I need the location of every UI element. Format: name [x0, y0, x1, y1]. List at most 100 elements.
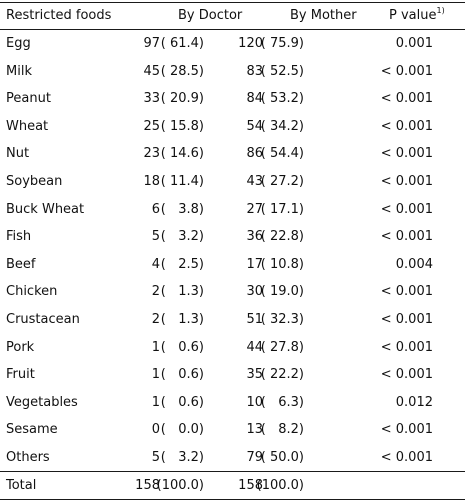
doctor-percent: ( 3.8) [160, 201, 204, 217]
food-name: Chicken [6, 284, 58, 300]
food-name: Peanut [6, 91, 51, 107]
table-row: Sesame 0( 0.0) 13( 8.2) < 0.001 [0, 416, 465, 443]
mother-percent: ( 10.8) [260, 256, 304, 272]
p-value: < 0.001 [380, 63, 433, 79]
table-row: Soybean 18( 11.4) 43( 27.2) < 0.001 [0, 168, 465, 195]
mother-percent: ( 27.2) [260, 174, 304, 189]
doctor-percent: ( 11.4) [160, 174, 204, 189]
doctor-percent: ( 2.5) [160, 256, 204, 272]
doctor-count: 0 [151, 422, 160, 438]
mother-count: 10 [246, 394, 263, 410]
food-name: Crustacean [6, 312, 80, 327]
food-name: Sesame [6, 422, 58, 438]
header-row: Restricted foods By Doctor By Mother P v… [0, 2, 465, 29]
mother-count: 84 [246, 91, 263, 107]
doctor-count: 25 [143, 118, 160, 134]
table-row: Buck Wheat 6( 3.8) 27( 17.1) < 0.001 [0, 196, 465, 223]
doctor-count: 6 [151, 201, 160, 217]
doctor-percent: ( 0.6) [160, 394, 204, 410]
food-name: Milk [6, 63, 32, 79]
mother-percent: ( 22.2) [260, 367, 304, 383]
p-value: < 0.001 [380, 284, 433, 300]
doctor-count: 1 [151, 394, 160, 410]
food-name: Vegetables [6, 394, 78, 410]
mother-percent: ( 50.0) [260, 450, 304, 465]
mother-count: 44 [246, 339, 263, 355]
food-name: Fruit [6, 367, 35, 383]
mother-percent: ( 17.1) [260, 201, 304, 217]
food-name: Egg [6, 36, 31, 51]
header-rule [0, 29, 465, 30]
food-name: Pork [6, 339, 35, 355]
doctor-percent: ( 0.6) [160, 367, 204, 383]
table-row: Peanut 33( 20.9) 84( 53.2) < 0.001 [0, 85, 465, 112]
p-value: < 0.001 [380, 201, 433, 217]
table-row: Wheat 25( 15.8) 54( 34.2) < 0.001 [0, 113, 465, 140]
header-by-doctor: By Doctor [178, 8, 243, 23]
mother-count: 54 [246, 118, 263, 134]
mother-count: 86 [246, 146, 263, 162]
food-name: Soybean [6, 174, 63, 189]
p-value: < 0.001 [380, 339, 433, 355]
table-row: Fish 5( 3.2) 36( 22.8) < 0.001 [0, 223, 465, 250]
mother-count: 43 [246, 174, 263, 189]
mother-percent: ( 32.3) [260, 312, 304, 327]
header-restricted-foods: Restricted foods [6, 8, 112, 23]
doctor-count: 1 [151, 339, 160, 355]
table-row: Vegetables 1( 0.6) 10( 6.3) 0.012 [0, 389, 465, 416]
mother-count: 79 [246, 450, 263, 465]
doctor-percent: ( 1.3) [160, 284, 204, 300]
p-value: < 0.001 [380, 312, 433, 327]
doctor-percent: ( 15.8) [160, 118, 204, 134]
mother-count: 51 [246, 312, 263, 327]
doctor-count: 18 [143, 174, 160, 189]
mother-percent: ( 34.2) [260, 118, 304, 134]
food-name: Beef [6, 256, 36, 272]
mother-percent: ( 6.3) [260, 394, 304, 410]
doctor-percent: ( 1.3) [160, 312, 204, 327]
mother-count: 30 [246, 284, 263, 300]
p-value: < 0.001 [380, 229, 433, 245]
header-p-value-footnote: 1) [436, 6, 445, 15]
mother-count: 35 [246, 367, 263, 383]
mother-count: 13 [246, 422, 263, 438]
total-mother-percent: (100.0) [256, 478, 304, 493]
bottom-rule [0, 499, 465, 500]
doctor-count: 45 [143, 63, 160, 79]
p-value: < 0.001 [380, 367, 433, 383]
total-label: Total [6, 478, 37, 493]
doctor-percent: ( 0.0) [160, 422, 204, 438]
table-row: Nut 23( 14.6) 86( 54.4) < 0.001 [0, 140, 465, 167]
mother-percent: ( 19.0) [260, 284, 304, 300]
mother-percent: ( 53.2) [260, 91, 304, 107]
mother-percent: ( 54.4) [260, 146, 304, 162]
food-name: Fish [6, 229, 32, 245]
doctor-percent: ( 28.5) [160, 63, 204, 79]
p-value: < 0.001 [380, 174, 433, 189]
doctor-count: 5 [151, 450, 160, 465]
total-doctor-count: 158 [135, 478, 160, 493]
doctor-percent: ( 3.2) [160, 229, 204, 245]
total-doctor-percent: (100.0) [156, 478, 204, 493]
p-value: < 0.001 [380, 146, 433, 162]
doctor-count: 5 [151, 229, 160, 245]
total-mother-count: 158 [238, 478, 263, 493]
table-row: Crustacean 2( 1.3) 51( 32.3) < 0.001 [0, 306, 465, 333]
food-name: Nut [6, 146, 30, 162]
header-by-mother: By Mother [290, 8, 357, 23]
total-rule [0, 471, 465, 472]
table-row: Beef 4( 2.5) 17( 10.8) 0.004 [0, 251, 465, 278]
mother-count: 17 [246, 256, 263, 272]
doctor-count: 33 [143, 91, 160, 107]
doctor-percent: ( 14.6) [160, 146, 204, 162]
mother-percent: ( 75.9) [260, 36, 304, 51]
doctor-count: 97 [143, 36, 160, 51]
mother-percent: ( 52.5) [260, 63, 304, 79]
table-row: Milk 45( 28.5) 83( 52.5) < 0.001 [0, 58, 465, 85]
table-row: Pork 1( 0.6) 44( 27.8) < 0.001 [0, 334, 465, 361]
top-rule [0, 2, 465, 3]
food-name: Buck Wheat [6, 201, 85, 217]
header-p-value: P value1) [389, 2, 445, 29]
table-row: Egg 97( 61.4) 120( 75.9) 0.001 [0, 30, 465, 57]
